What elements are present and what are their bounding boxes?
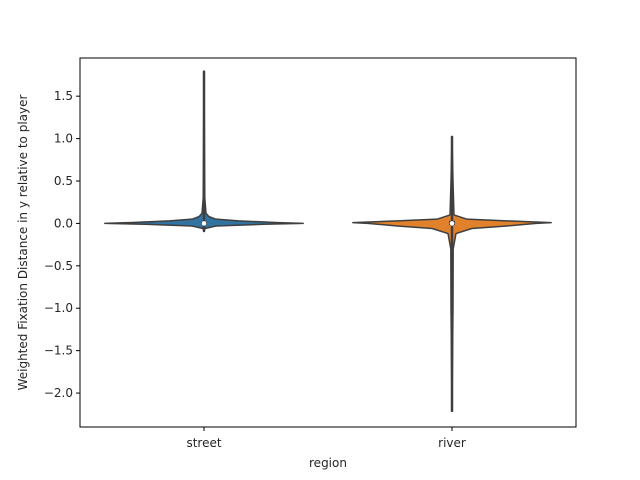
median-point-street	[201, 221, 207, 226]
y-axis: 1.5 1.0 0.5 0.0 −0.5 −1.0 −1.5 −2.0	[44, 89, 80, 400]
y-tick-label: 0.0	[54, 216, 73, 230]
y-tick-label: −2.0	[44, 386, 73, 400]
x-tick-label: river	[438, 436, 466, 450]
x-axis: street river	[186, 427, 466, 450]
y-tick-label: −1.0	[44, 301, 73, 315]
y-tick-label: 1.0	[54, 132, 73, 146]
x-axis-label: region	[309, 456, 347, 470]
y-axis-label: Weighted Fixation Distance in y relative…	[16, 95, 30, 391]
violin-layer	[104, 70, 552, 413]
y-tick-label: −1.5	[44, 344, 73, 358]
median-point-river	[449, 221, 455, 226]
plot-frame	[79, 57, 577, 428]
y-tick-label: −0.5	[44, 259, 73, 273]
y-tick-label: 0.5	[54, 174, 73, 188]
x-tick-label: street	[186, 436, 221, 450]
y-tick-label: 1.5	[54, 89, 73, 103]
